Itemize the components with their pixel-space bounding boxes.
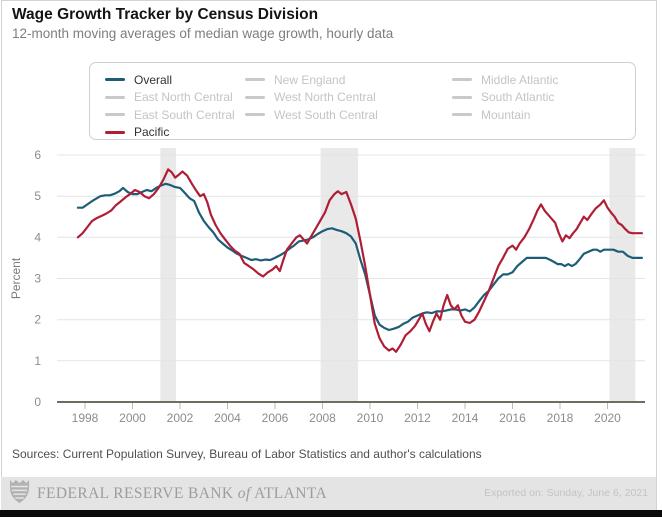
legend-label: East South Central — [134, 107, 235, 122]
legend-item-east-north-central[interactable]: East North Central — [105, 89, 245, 107]
legend-item-east-south-central[interactable]: East South Central — [105, 106, 245, 124]
y-axis-title: Percent — [9, 257, 23, 299]
legend-swatch-icon — [105, 113, 125, 117]
recession-band — [609, 148, 636, 402]
x-tick-label: 2002 — [167, 411, 194, 425]
legend-label: South Atlantic — [481, 90, 555, 105]
x-tick-label: 2014 — [452, 411, 479, 425]
y-tick-label: 0 — [34, 395, 41, 409]
x-tick-label: 2016 — [499, 411, 526, 425]
legend-item-west-south-central[interactable]: West South Central — [245, 106, 452, 124]
sources-note: Sources: Current Population Survey, Bure… — [12, 447, 482, 461]
y-tick-label: 4 — [34, 230, 41, 244]
legend-swatch-icon — [105, 78, 125, 82]
x-tick-label: 2018 — [547, 411, 574, 425]
y-tick-label: 6 — [34, 148, 41, 162]
page-title: Wage Growth Tracker by Census Division — [12, 6, 319, 23]
x-tick-label: 1998 — [72, 411, 99, 425]
bank-name: FEDERAL RESERVE BANK of ATLANTA — [37, 484, 328, 502]
y-tick-label: 5 — [34, 189, 41, 203]
legend-swatch-icon — [245, 113, 265, 117]
x-tick-label: 2004 — [214, 411, 241, 425]
legend-label: Mountain — [481, 107, 531, 122]
series-pacific-line[interactable] — [76, 168, 644, 353]
legend-item-west-north-central[interactable]: West North Central — [245, 89, 452, 107]
y-tick-label: 2 — [34, 313, 41, 327]
y-tick-label: 3 — [34, 272, 41, 286]
export-timestamp: Exported on: Sunday, June 6, 2021 — [484, 487, 648, 499]
recession-band — [320, 148, 359, 402]
x-tick-label: 2010 — [357, 411, 384, 425]
chart-legend: Overall New England Middle Atlantic East… — [89, 62, 636, 140]
x-tick-label: 2020 — [594, 411, 621, 425]
legend-grid: Overall New England Middle Atlantic East… — [90, 63, 635, 141]
x-tick-label: 2000 — [119, 411, 146, 425]
legend-item-pacific[interactable]: Pacific — [105, 124, 245, 142]
series-overall-line[interactable] — [76, 182, 644, 332]
legend-label: East North Central — [134, 90, 233, 105]
legend-item-middle-atlantic[interactable]: Middle Atlantic — [452, 71, 638, 89]
legend-swatch-icon — [452, 95, 472, 99]
legend-swatch-icon — [245, 78, 265, 82]
legend-item-new-england[interactable]: New England — [245, 71, 452, 89]
x-tick-label: 2006 — [262, 411, 289, 425]
legend-label: West South Central — [274, 107, 378, 122]
x-tick-label: 2008 — [309, 411, 336, 425]
y-tick-label: 1 — [34, 354, 41, 368]
legend-item-south-atlantic[interactable]: South Atlantic — [452, 89, 638, 107]
legend-item-overall[interactable]: Overall — [105, 71, 245, 89]
x-tick-label: 2012 — [404, 411, 431, 425]
page-subtitle: 12-month moving averages of median wage … — [12, 26, 394, 41]
legend-label: West North Central — [274, 90, 376, 105]
legend-label: Middle Atlantic — [481, 72, 559, 87]
legend-label: Overall — [134, 72, 173, 87]
footer-bar: FEDERAL RESERVE BANK of ATLANTA — [1, 477, 656, 510]
legend-swatch-icon — [452, 113, 472, 117]
legend-swatch-icon — [105, 130, 125, 134]
chart-area: 0 1 2 3 4 5 6 1998 2000 2002 2004 2006 2008 2010 2012 2… — [0, 143, 662, 435]
legend-label: New England — [274, 72, 346, 87]
legend-label: Pacific — [134, 125, 170, 140]
recession-band — [160, 148, 176, 402]
bottom-black-bar — [0, 510, 662, 517]
legend-swatch-icon — [452, 78, 472, 82]
atlanta-fed-logo-icon — [9, 479, 30, 509]
wage-growth-chart: 0 1 2 3 4 5 6 1998 2000 2002 2004 2006 2008 2010 2012 2… — [9, 148, 645, 425]
legend-swatch-icon — [245, 95, 265, 99]
legend-item-mountain[interactable]: Mountain — [452, 106, 638, 124]
legend-swatch-icon — [105, 95, 125, 99]
